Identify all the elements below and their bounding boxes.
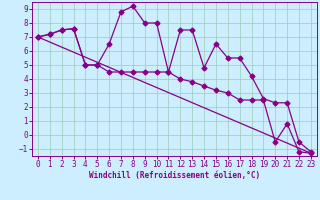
X-axis label: Windchill (Refroidissement éolien,°C): Windchill (Refroidissement éolien,°C) [89, 171, 260, 180]
